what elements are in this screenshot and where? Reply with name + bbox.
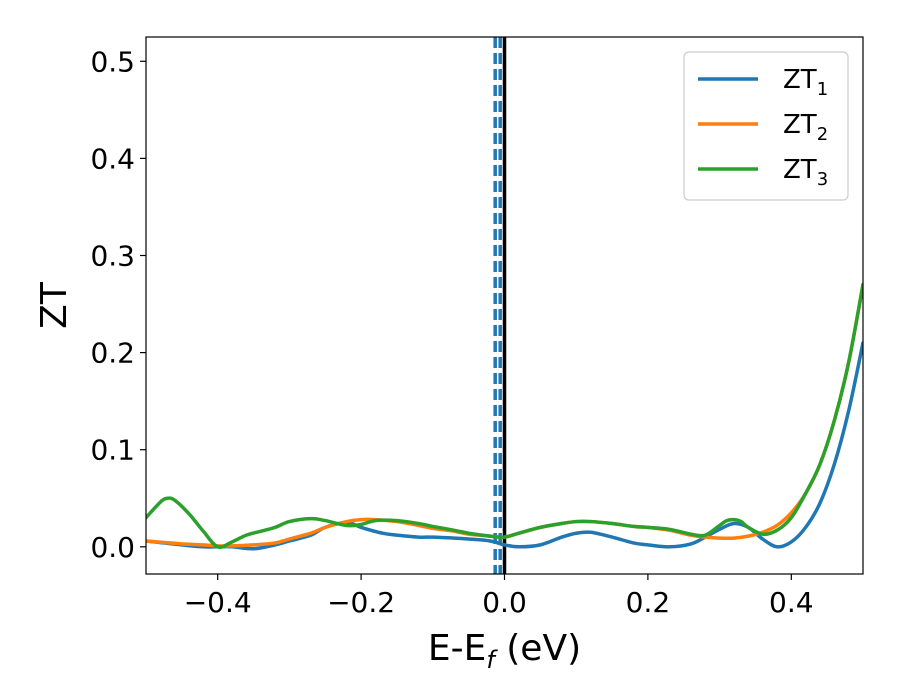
x-axis-label: E-Ef (eV) <box>428 628 581 674</box>
y-tick-label: 0.3 <box>90 239 135 272</box>
y-tick-label: 0.2 <box>90 337 135 370</box>
legend-label-zt1: ZT1 <box>783 65 828 100</box>
y-tick-label: 0.5 <box>90 45 135 78</box>
series-line-zt3 <box>146 282 863 549</box>
y-axis-label: ZT <box>34 281 75 329</box>
plot-area <box>146 37 863 574</box>
x-tick-label: 0.0 <box>482 586 527 619</box>
legend-label-subscript: 1 <box>817 79 828 100</box>
legend-label-zt3: ZT3 <box>783 155 828 190</box>
legend-label-zt2: ZT2 <box>783 110 828 145</box>
legend-label-subscript: 3 <box>817 169 828 190</box>
legend-label-subscript: 2 <box>817 124 828 145</box>
x-tick-label: −0.2 <box>327 586 395 619</box>
legend-label-name: ZT <box>783 110 817 140</box>
y-tick-label: 0.4 <box>90 142 135 175</box>
x-tick-label: 0.2 <box>626 586 671 619</box>
legend-label-name: ZT <box>783 155 817 185</box>
axes: −0.4 −0.2 0.0 0.2 0.4 0.0 0.1 0.2 0.3 0.4 0.5 <box>90 36 864 619</box>
legend-box <box>683 51 849 201</box>
x-axis-label-main: E-E <box>428 628 486 669</box>
x-tick-label: 0.4 <box>769 586 814 619</box>
y-tick-label: 0.1 <box>90 434 135 467</box>
y-tick-label: 0.0 <box>90 531 135 564</box>
x-tick-label: −0.4 <box>184 586 252 619</box>
legend-label-name: ZT <box>783 65 817 95</box>
x-axis-label-suffix: (eV) <box>495 628 581 669</box>
series-line-zt1 <box>146 341 863 551</box>
